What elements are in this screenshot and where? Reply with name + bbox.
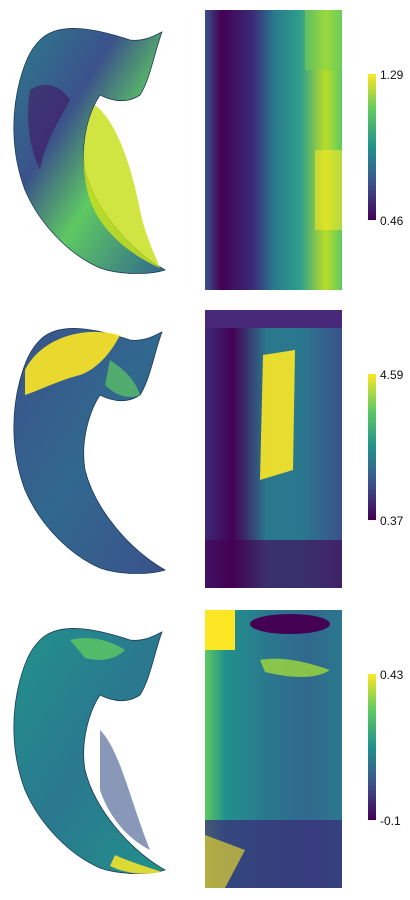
panel-row-3: 0.43 -0.1 (0, 600, 410, 900)
flatmap-1 (205, 10, 342, 290)
colorbar-1 (368, 74, 376, 220)
hippocampus-surface-1 (13, 28, 166, 274)
colorbar-2-max-label: 4.59 (380, 368, 404, 382)
hippocampus-surface-3 (13, 628, 166, 874)
colorbar-1-min-label: 0.46 (380, 214, 404, 228)
panel-row-2: 4.59 0.37 (0, 300, 410, 600)
colorbar-2 (368, 374, 376, 520)
flatmap-2 (205, 310, 342, 588)
flatmap-3 (205, 610, 342, 888)
colorbar-2-min-label: 0.37 (380, 514, 404, 528)
colorbar-3-max-label: 0.43 (380, 668, 404, 682)
colorbar-3 (368, 674, 376, 820)
hippocampus-surface-2 (13, 328, 166, 574)
panel-row-1: 1.29 0.46 (0, 0, 410, 300)
colorbar-3-min-label: -0.1 (380, 814, 401, 828)
colorbar-1-max-label: 1.29 (380, 68, 404, 82)
